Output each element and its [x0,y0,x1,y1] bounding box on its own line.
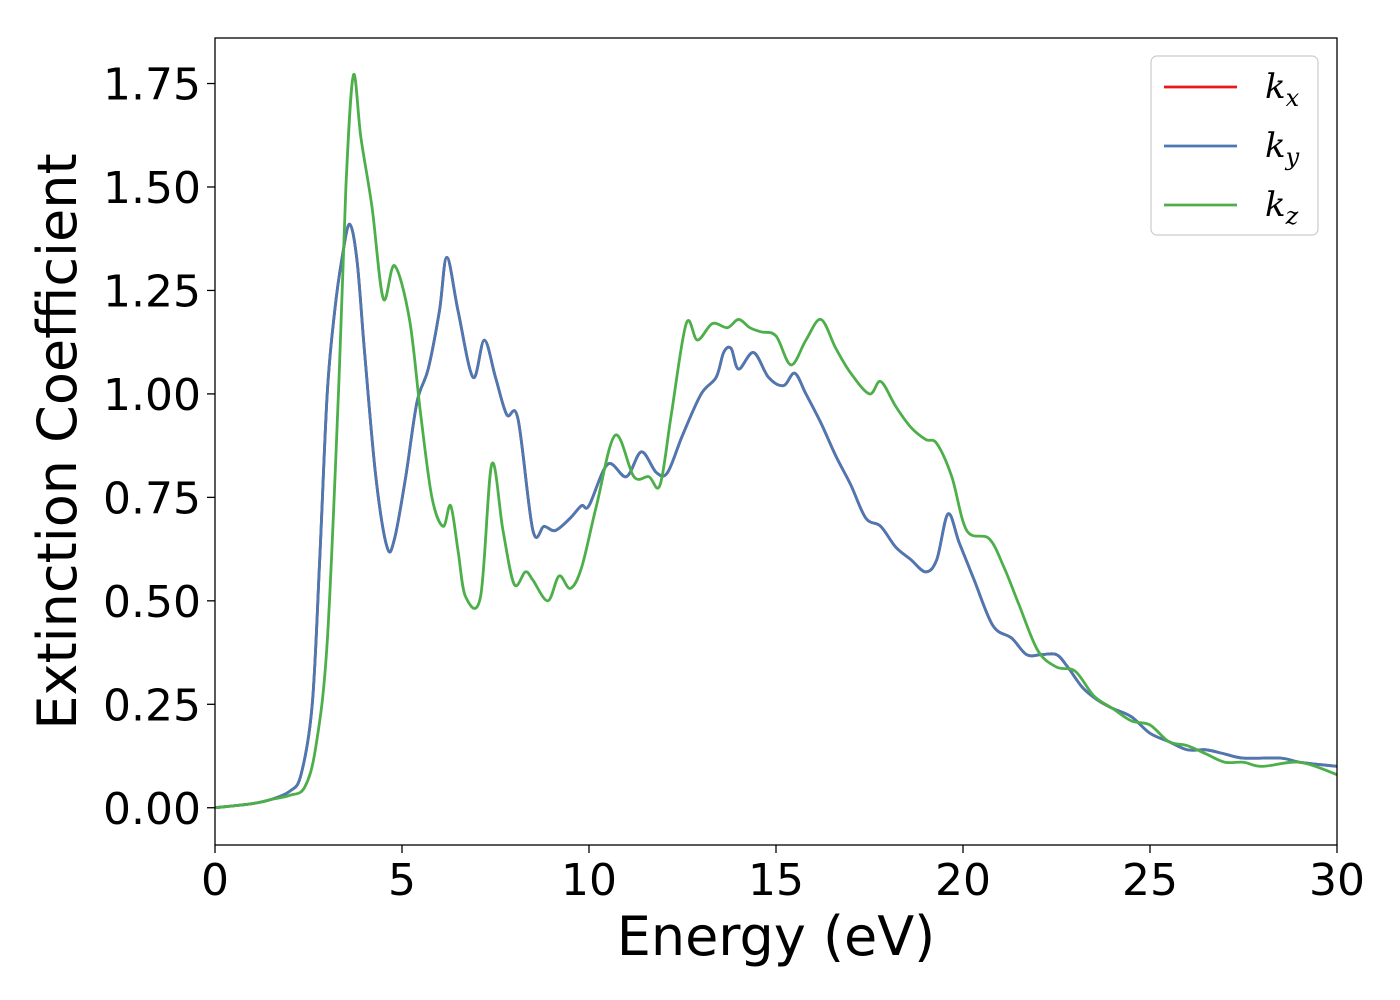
legend-label-base: k [1265,185,1286,225]
legend-label-subscript: x [1286,84,1300,112]
y-tick-label: 0.75 [103,473,201,524]
x-tick-label: 30 [1309,855,1365,906]
series-line-k-x [215,222,1337,810]
legend-label: ky [1265,126,1300,171]
y-axis-label: Extinction Coefficient [26,153,89,729]
series-line-k-y [215,222,1337,810]
legend-label-base: k [1265,126,1286,166]
y-tick-label: 1.00 [103,370,201,421]
x-tick-label: 10 [561,855,617,906]
legend-label-subscript: y [1285,143,1300,171]
x-tick-label: 5 [388,855,416,906]
x-tick-label: 0 [201,855,229,906]
legend-label-subscript: z [1285,202,1299,230]
y-tick-label: 1.50 [103,163,201,214]
ticks-layer: 0 5 10 15 20 25 30 0.00 0.25 0.50 0.75 1.00 1.25 1.50… [103,60,1365,906]
legend-label: kx [1265,67,1300,112]
x-tick-label: 15 [748,855,804,906]
series-layer [215,73,1337,810]
y-tick-label: 1.25 [103,266,201,317]
legend-label-base: k [1265,67,1286,107]
y-tick-label: 1.75 [103,60,201,111]
series-line-k-z [215,73,1337,810]
x-tick-label: 25 [1122,855,1178,906]
x-axis-label: Energy (eV) [617,905,936,968]
y-tick-label: 0.25 [103,680,201,731]
y-tick-label: 0.00 [103,784,201,835]
x-tick-label: 20 [935,855,991,906]
legend-label: kz [1265,185,1299,230]
y-tick-label: 0.50 [103,577,201,628]
